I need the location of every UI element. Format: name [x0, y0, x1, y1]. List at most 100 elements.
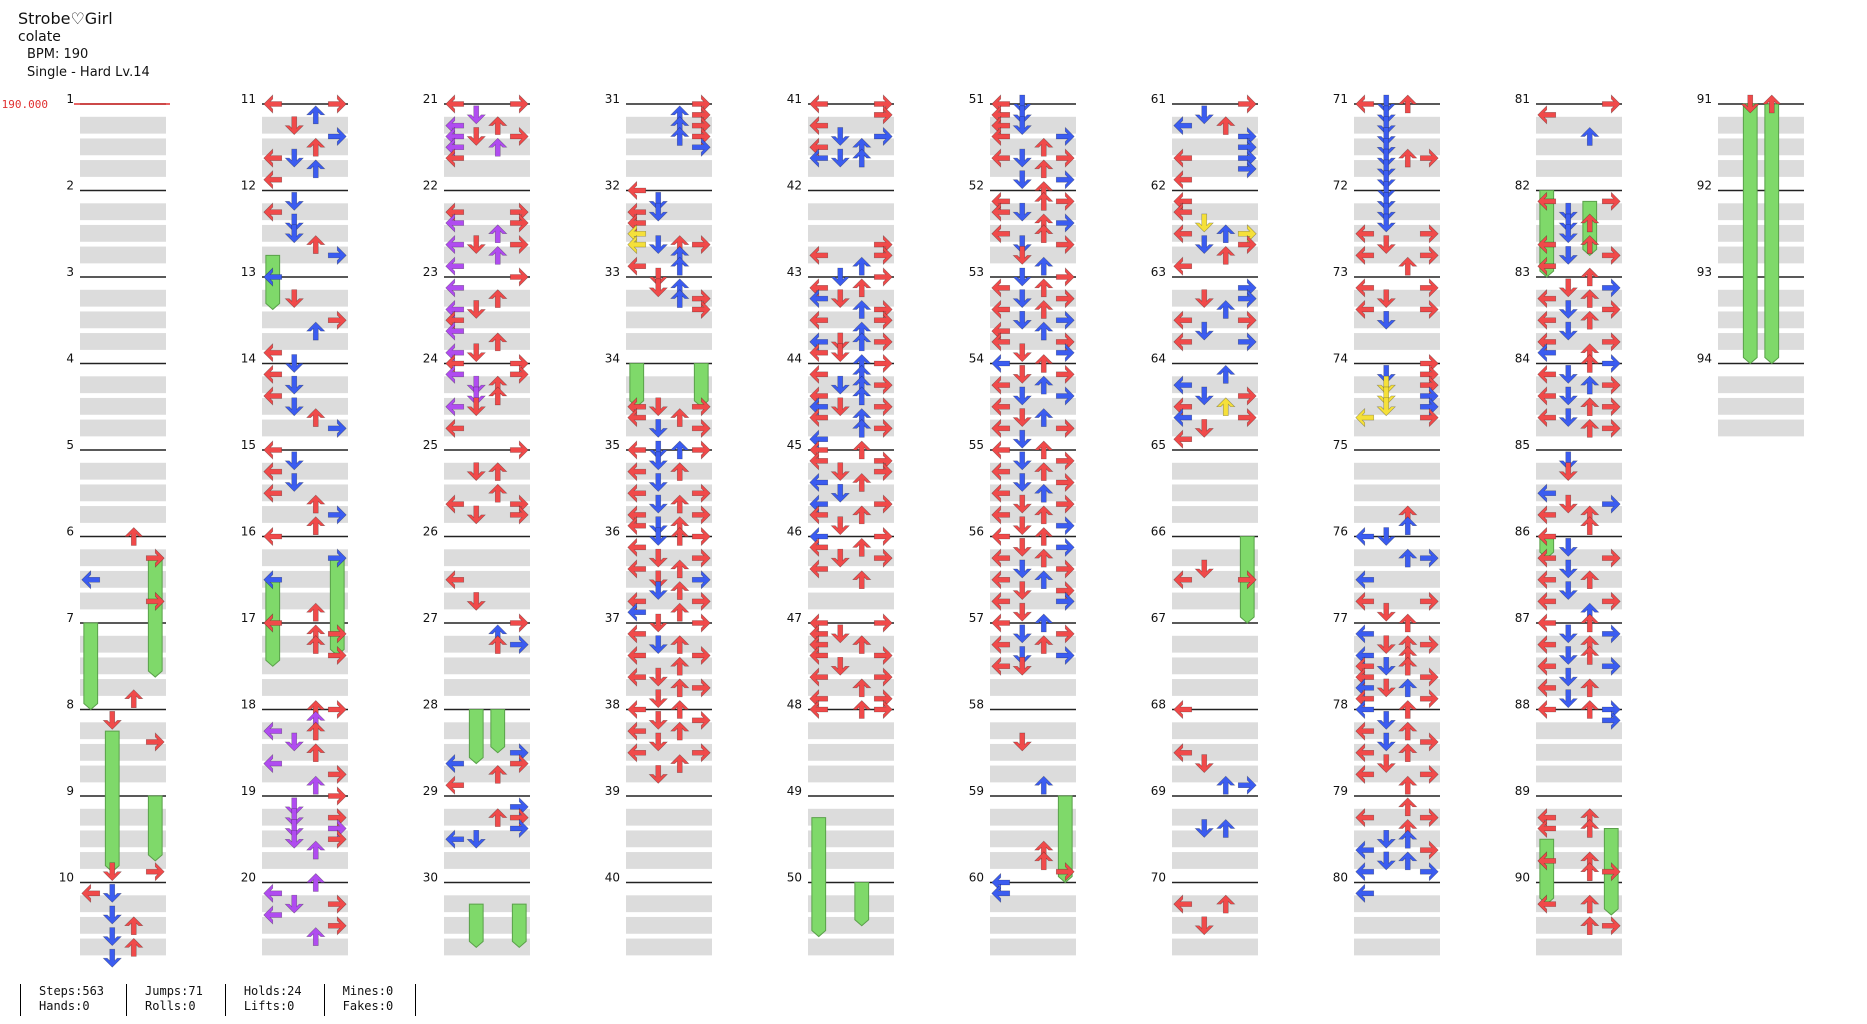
beat-band — [262, 246, 348, 264]
left-arrow-icon — [1355, 721, 1375, 741]
up-arrow-icon — [670, 462, 690, 481]
up-arrow-icon — [488, 635, 508, 654]
beat-band — [626, 333, 712, 350]
left-arrow-icon — [627, 202, 647, 222]
down-arrow-icon — [1376, 94, 1396, 114]
right-arrow-icon — [509, 807, 529, 828]
down-arrow-icon — [1376, 202, 1396, 222]
left-arrow-icon — [1173, 148, 1193, 168]
beat-band — [1172, 592, 1258, 610]
beat-band — [80, 830, 166, 848]
down-arrow-icon — [1012, 343, 1032, 363]
measure-number: 49 — [787, 784, 802, 798]
down-arrow-icon — [1558, 224, 1578, 244]
right-arrow-icon — [145, 591, 165, 612]
beat-band — [1354, 506, 1440, 523]
right-arrow-icon — [1601, 418, 1621, 439]
measure-number: 17 — [241, 611, 256, 625]
song-bpm: BPM: 190 — [27, 47, 89, 62]
right-arrow-icon — [1419, 548, 1439, 568]
beat-band — [1354, 635, 1440, 653]
left-arrow-icon — [445, 829, 465, 849]
up-arrow-icon — [1580, 310, 1600, 330]
right-arrow-icon — [1419, 299, 1439, 320]
beat-band — [990, 138, 1076, 156]
hold-note-icon — [468, 709, 484, 765]
right-arrow-icon — [1601, 591, 1621, 612]
down-arrow-icon — [1558, 462, 1578, 482]
right-arrow-icon — [873, 310, 893, 330]
up-arrow-icon — [1216, 116, 1236, 135]
beat-band — [1172, 138, 1258, 156]
left-arrow-icon — [1537, 699, 1557, 720]
right-arrow-icon — [327, 505, 347, 525]
stat-steps: Steps:563 — [39, 984, 105, 998]
right-arrow-icon — [509, 743, 529, 763]
left-arrow-icon — [809, 472, 829, 493]
stat-hands: Hands:0 — [39, 999, 90, 1013]
song-title: Strobe♡Girl — [18, 9, 113, 28]
down-arrow-icon — [284, 354, 304, 373]
up-arrow-icon — [670, 754, 690, 773]
down-arrow-icon — [1376, 127, 1396, 146]
beat-band — [80, 462, 166, 480]
beat-band — [262, 592, 348, 610]
right-arrow-icon — [1601, 353, 1621, 374]
left-arrow-icon — [1173, 570, 1193, 590]
up-arrow-icon — [1580, 354, 1600, 373]
beat-band — [808, 635, 894, 653]
beat-band — [626, 484, 712, 502]
down-arrow-icon — [1558, 581, 1578, 600]
beat-band — [1354, 722, 1440, 740]
down-arrow-icon — [1558, 246, 1578, 265]
up-arrow-icon — [670, 656, 690, 676]
beat-band — [990, 311, 1076, 329]
right-arrow-icon — [691, 234, 711, 255]
left-arrow-icon — [991, 418, 1011, 439]
stats-bar: Steps:563 Hands:0 Jumps:71 Rolls:0 Holds… — [20, 984, 417, 1016]
up-arrow-icon — [306, 840, 326, 860]
up-arrow-icon — [1398, 656, 1418, 676]
left-arrow-icon — [991, 526, 1011, 547]
left-arrow-icon — [627, 559, 647, 579]
up-arrow-icon — [306, 159, 326, 179]
up-arrow-icon — [1580, 516, 1600, 535]
measure-number: 63 — [1151, 265, 1166, 279]
right-arrow-icon — [1055, 591, 1075, 612]
up-arrow-icon — [1398, 548, 1418, 568]
beat-band — [262, 289, 348, 307]
measure-number: 25 — [423, 438, 438, 452]
right-arrow-icon — [1237, 775, 1257, 795]
beat-band — [1172, 224, 1258, 242]
beat-band — [990, 549, 1076, 567]
up-arrow-icon — [488, 224, 508, 244]
beat-band — [1354, 376, 1440, 394]
down-arrow-icon — [648, 527, 668, 546]
beat-band — [444, 592, 530, 610]
beat-band — [444, 657, 530, 675]
right-arrow-icon — [327, 645, 347, 666]
measure-number: 57 — [969, 611, 984, 625]
down-arrow-icon — [648, 451, 668, 471]
beat-band — [990, 852, 1076, 869]
left-arrow-icon — [1355, 699, 1375, 720]
beat-band — [808, 311, 894, 329]
measure-number: 90 — [1515, 871, 1530, 885]
right-arrow-icon — [1055, 580, 1075, 601]
left-arrow-icon — [1173, 894, 1193, 914]
measure-number: 21 — [423, 92, 438, 106]
up-arrow-icon — [306, 235, 326, 254]
beat-band — [80, 419, 166, 437]
beat-band — [1172, 462, 1258, 480]
beat-band — [1718, 116, 1804, 134]
beat-band — [626, 938, 712, 956]
up-arrow-icon — [1580, 700, 1600, 719]
right-arrow-icon — [1055, 645, 1075, 666]
down-arrow-icon — [1376, 754, 1396, 773]
right-arrow-icon — [1055, 191, 1075, 212]
left-arrow-icon — [991, 191, 1011, 212]
up-arrow-icon — [488, 764, 508, 784]
right-arrow-icon — [509, 126, 529, 147]
beat-band — [1536, 830, 1622, 848]
beat-band — [262, 160, 348, 177]
